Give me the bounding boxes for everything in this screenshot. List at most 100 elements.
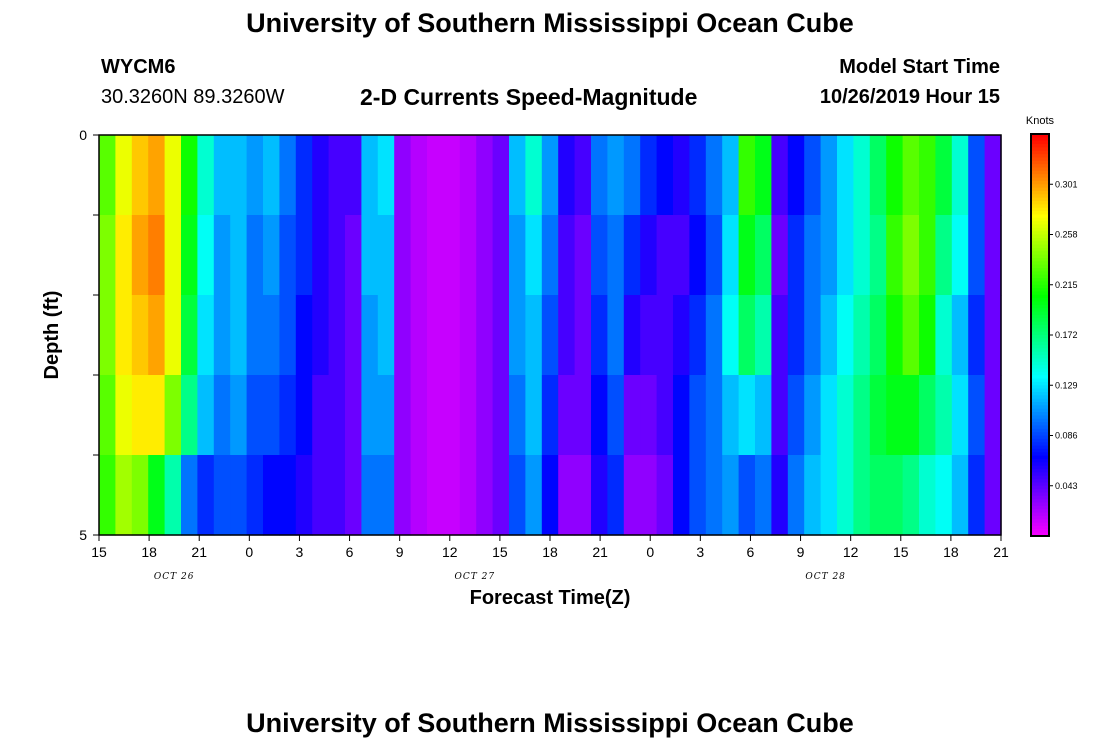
colorbar-segment: [1031, 321, 1049, 326]
heatmap-cell: [361, 215, 379, 296]
heatmap-cell: [263, 375, 280, 456]
heatmap-cell: [837, 135, 854, 216]
colorbar-segment: [1031, 194, 1049, 199]
heatmap-cell: [804, 455, 822, 536]
colorbar-tick-label: 0.301: [1055, 179, 1078, 189]
heatmap-cell: [230, 135, 248, 216]
heatmap-cell: [738, 215, 756, 296]
colorbar-segment: [1031, 402, 1049, 406]
heatmap-cell: [295, 215, 313, 296]
heatmap-cell: [377, 295, 395, 376]
heatmap-cell: [935, 135, 953, 216]
colorbar-segment: [1031, 197, 1049, 202]
heatmap-cell: [787, 135, 805, 216]
heatmap-cell: [869, 375, 887, 456]
heatmap-cell: [607, 455, 625, 536]
heatmap-cell: [164, 455, 182, 536]
heatmap-cell: [541, 455, 559, 536]
colorbar-segment: [1031, 180, 1049, 185]
colorbar-segment: [1031, 371, 1049, 376]
colorbar-segment: [1031, 412, 1049, 416]
heatmap-cell: [968, 215, 986, 296]
y-tick-label: 5: [79, 527, 87, 543]
heatmap-cell: [804, 135, 822, 216]
heatmap-cell: [902, 375, 920, 456]
heatmap-cell: [131, 295, 149, 376]
heatmap-cell: [558, 295, 576, 376]
heatmap-cell: [951, 375, 969, 456]
heatmap-cell: [722, 215, 740, 296]
x-axis-label: Forecast Time(Z): [470, 587, 631, 609]
heatmap-cell: [377, 135, 395, 216]
x-tick-label: 3: [296, 544, 304, 560]
heatmap-cell: [427, 135, 444, 216]
colorbar-segment: [1031, 361, 1049, 366]
heatmap-cell: [935, 375, 953, 456]
colorbar-segment: [1031, 345, 1049, 349]
heatmap-cell: [787, 295, 805, 376]
heatmap-cell: [558, 375, 576, 456]
heatmap-cell: [492, 135, 510, 216]
heatmap-cell: [213, 135, 231, 216]
heatmap-cell: [951, 295, 969, 376]
heatmap-cell: [951, 135, 969, 216]
colorbar-segment: [1031, 214, 1049, 219]
heatmap-cell: [738, 295, 756, 376]
heatmap-cell: [427, 375, 444, 456]
colorbar-segment: [1031, 254, 1049, 259]
heatmap-cell: [99, 455, 116, 536]
heatmap-cell: [869, 135, 887, 216]
colorbar-segment: [1031, 281, 1049, 286]
heatmap-cell: [345, 295, 362, 376]
heatmap-cell: [213, 295, 231, 376]
heatmap-cell: [213, 215, 231, 296]
heatmap-cell: [115, 455, 133, 536]
colorbar-segment: [1031, 532, 1049, 537]
chart-title: 2-D Currents Speed-Magnitude: [360, 84, 698, 110]
heatmap-cell: [459, 455, 477, 536]
heatmap-cell: [181, 135, 198, 216]
heatmap-cell: [394, 135, 412, 216]
colorbar-segment: [1031, 365, 1049, 370]
x-tick-label: 21: [592, 544, 608, 560]
x-tick-label: 21: [191, 544, 207, 560]
colorbar-segment: [1031, 335, 1049, 339]
colorbar-segment: [1031, 465, 1049, 470]
colorbar-segment: [1031, 512, 1049, 517]
heatmap-cell: [607, 375, 625, 456]
x-tick-label: 9: [396, 544, 404, 560]
colorbar-segment: [1031, 448, 1049, 453]
heatmap-cell: [361, 295, 379, 376]
heatmap-cell: [295, 135, 313, 216]
colorbar-segment: [1031, 469, 1049, 473]
heatmap-cell: [623, 215, 641, 296]
heatmap-cell: [558, 455, 576, 536]
colorbar-segment: [1031, 190, 1049, 195]
heatmap-cell: [213, 375, 231, 456]
heatmap-cell: [328, 215, 346, 296]
heatmap-cell: [919, 135, 936, 216]
heatmap-cell: [476, 455, 494, 536]
heatmap-cell: [705, 455, 723, 536]
colorbar-segment: [1031, 509, 1049, 514]
colorbar-segment: [1031, 462, 1049, 467]
heatmap-cell: [459, 135, 477, 216]
heatmap-cell: [755, 215, 772, 296]
heatmap-cell: [853, 455, 871, 536]
heatmap-cell: [230, 215, 248, 296]
heatmap-cell: [623, 295, 641, 376]
heatmap-cell: [755, 375, 772, 456]
date-label: OCT 28: [805, 572, 846, 582]
heatmap-cell: [607, 295, 625, 376]
heatmap-cell: [705, 295, 723, 376]
colorbar-segment: [1031, 415, 1049, 420]
heatmap-cell: [902, 295, 920, 376]
x-tick-label: 21: [993, 544, 1009, 560]
heatmap-cell: [115, 215, 133, 296]
colorbar-segment: [1031, 311, 1049, 316]
heatmap-cell: [820, 295, 838, 376]
colorbar-segment: [1031, 301, 1049, 306]
heatmap-cell: [984, 295, 1002, 376]
heatmap-cell: [509, 455, 526, 536]
colorbar-segment: [1031, 204, 1049, 209]
